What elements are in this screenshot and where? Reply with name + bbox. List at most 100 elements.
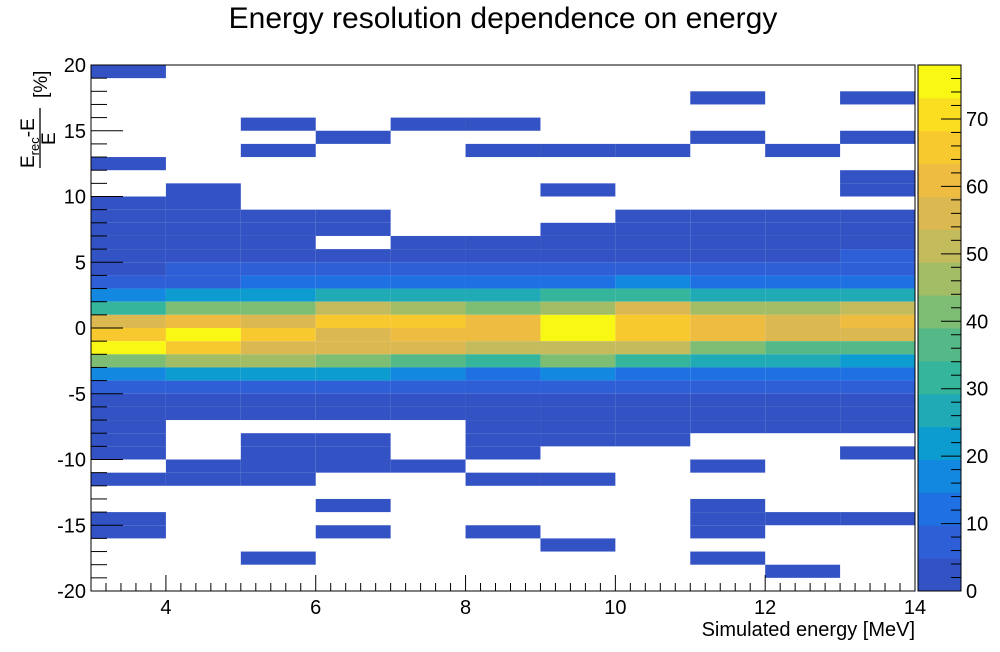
heatmap-cell (165, 393, 241, 407)
heatmap-cell (840, 288, 915, 302)
heatmap-cell (465, 235, 541, 250)
heatmap-cell (690, 498, 766, 513)
heatmap-cell (615, 367, 691, 381)
heatmap-cell (465, 288, 541, 302)
heatmap-cell (315, 130, 391, 144)
heatmap-cell (91, 235, 166, 250)
heatmap-cell (840, 249, 915, 263)
heatmap-cell (615, 222, 691, 236)
heatmap-cell (91, 446, 166, 460)
y-tick-label: -20 (57, 581, 86, 603)
heatmap-cell (615, 380, 691, 394)
heatmap-cell (390, 406, 466, 421)
heatmap-cell (165, 367, 241, 381)
heatmap-cell (165, 354, 241, 368)
heatmap-cell (840, 301, 915, 315)
heatmap-cell (315, 406, 391, 421)
y-tick-label: 5 (75, 252, 86, 274)
heatmap-cell (840, 91, 915, 105)
heatmap-cell (765, 367, 841, 381)
heatmap-cell (540, 235, 616, 250)
heatmap-cell (240, 222, 316, 236)
heatmap-cell (615, 143, 691, 158)
heatmap-cell (315, 380, 391, 394)
y-axis: -20 -15 -10 -5 0 5 10 15 20 (57, 55, 123, 603)
heatmap-cell (390, 288, 466, 302)
heatmap-cell (315, 354, 391, 368)
heatmap-cell (390, 328, 466, 342)
heatmap-cell (840, 380, 915, 394)
heatmap-cell (165, 288, 241, 302)
heatmap-cell (765, 275, 841, 289)
heatmap-cell (390, 249, 466, 263)
color-scale-swatch (918, 163, 961, 197)
heatmap-cell (690, 275, 766, 289)
heatmap-cell (540, 433, 616, 447)
heatmap-cell (540, 328, 616, 342)
y-axis-label-unit: [%] (31, 71, 52, 98)
color-scale-swatch (918, 558, 961, 592)
heatmap-cell (315, 393, 391, 407)
heatmap-cell (390, 117, 466, 131)
y-axis-label-e-rec: E (18, 155, 39, 168)
heatmap-cell (465, 354, 541, 368)
heatmap-cell (91, 433, 166, 447)
heatmap-cell (465, 301, 541, 315)
heatmap-cells (91, 65, 915, 578)
heatmap-cell (165, 209, 241, 223)
heatmap-cell (765, 262, 841, 276)
heatmap-cell (91, 314, 166, 328)
x-tick-label: 8 (460, 597, 471, 619)
heatmap-cell (240, 341, 316, 355)
x-tick-label: 6 (310, 597, 321, 619)
z-tick-label: 60 (966, 176, 988, 198)
heatmap-cell (840, 446, 915, 460)
heatmap-cell (315, 446, 391, 460)
heatmap-cell (765, 354, 841, 368)
heatmap-cell (465, 275, 541, 289)
heatmap-cell (465, 446, 541, 460)
heatmap-cell (390, 262, 466, 276)
heatmap-cell (240, 249, 316, 263)
heatmap-cell (840, 341, 915, 355)
heatmap-cell (240, 209, 316, 223)
heatmap-cell (615, 301, 691, 315)
y-tick-label: -5 (68, 384, 86, 406)
heatmap-cell (165, 196, 241, 210)
y-axis-label-minus-e: -E (18, 118, 39, 137)
heatmap-cell (840, 420, 915, 434)
heatmap-cell (465, 525, 541, 539)
heatmap-cell (91, 328, 166, 342)
heatmap-cell (165, 406, 241, 421)
heatmap-cell (91, 196, 166, 210)
color-scale-swatch (918, 65, 961, 99)
heatmap-cell (91, 512, 166, 526)
heatmap-cell (240, 301, 316, 315)
heatmap-cell (690, 512, 766, 526)
heatmap-cell (165, 341, 241, 355)
heatmap-cell (690, 328, 766, 342)
heatmap-cell (390, 367, 466, 381)
heatmap-cell (615, 354, 691, 368)
heatmap-cell (765, 301, 841, 315)
heatmap-cell (615, 314, 691, 328)
heatmap-cell (690, 393, 766, 407)
color-scale-swatch (918, 492, 961, 526)
heatmap-cell (840, 130, 915, 144)
heatmap-cell (91, 380, 166, 394)
x-tick-label: 10 (604, 597, 626, 619)
heatmap-cell (840, 170, 915, 184)
heatmap-cell (240, 551, 316, 565)
heatmap-cell (390, 301, 466, 315)
y-axis-label-subscript: rec (27, 137, 42, 156)
heatmap-cell (240, 354, 316, 368)
heatmap-cell (540, 367, 616, 381)
heatmap-cell (240, 143, 316, 158)
y-axis-label-numerator: Erec-E (18, 118, 42, 168)
heatmap-cell (240, 117, 316, 131)
heatmap-cell (840, 367, 915, 381)
heatmap-cell (765, 143, 841, 158)
color-scale-swatch (918, 130, 961, 165)
y-tick-label: 0 (75, 318, 86, 340)
heatmap-cell (165, 249, 241, 263)
